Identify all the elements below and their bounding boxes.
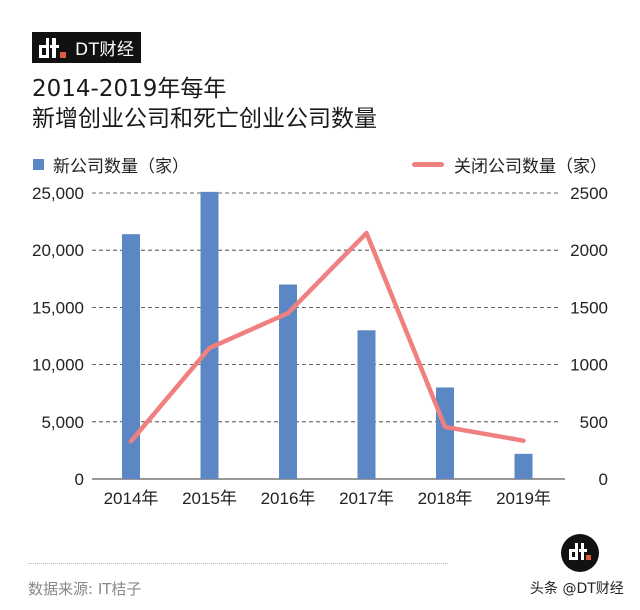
line-swatch-icon <box>412 162 444 167</box>
x-axis-tick: 2019年 <box>496 489 551 508</box>
right-axis-tick: 500 <box>580 413 608 432</box>
bar <box>436 387 454 479</box>
watermark: 头条 @DT财经 <box>530 581 624 597</box>
brand-name: DT财经 <box>75 40 135 60</box>
legend-line: 关闭公司数量（家） <box>412 152 607 177</box>
x-axis-tick: 2016年 <box>261 489 316 508</box>
bar <box>200 191 219 479</box>
left-axis-tick: 10,000 <box>32 356 84 375</box>
footer-divider <box>28 563 448 564</box>
bar <box>122 234 140 479</box>
combo-chart: 0 0 5,000 500 10,000 1000 15,000 1500 20,000 2000… <box>32 184 608 508</box>
data-source: 数据来源: IT桔子 <box>28 580 142 598</box>
x-axis-tick: 2015年 <box>182 489 237 508</box>
right-axis-tick: 0 <box>599 470 608 489</box>
brand-logo: DT财经 <box>32 32 141 63</box>
right-axis-tick: 2500 <box>570 184 608 203</box>
left-axis-tick: 5,000 <box>41 413 84 432</box>
legend-bars-label: 新公司数量（家） <box>53 157 189 177</box>
right-axis-tick: 1000 <box>570 356 608 375</box>
closed-companies-line <box>128 230 526 444</box>
legend-bars: 新公司数量（家） <box>33 152 189 177</box>
left-axis-tick: 0 <box>75 470 84 489</box>
chart-title: 2014-2019年每年 新增创业公司和死亡创业公司数量 <box>32 74 377 134</box>
left-axis-tick: 15,000 <box>32 298 84 317</box>
dt-logo-icon <box>39 37 66 58</box>
right-axis-tick: 2000 <box>570 241 608 260</box>
bar <box>279 284 297 479</box>
bar <box>357 330 376 479</box>
watermark-logo-icon <box>561 534 599 572</box>
title-line-1: 2014-2019年每年 <box>32 76 227 102</box>
left-axis-tick: 25,000 <box>32 184 84 203</box>
x-axis-tick: 2014年 <box>104 489 159 508</box>
bar-swatch-icon <box>33 159 44 170</box>
left-axis-tick: 20,000 <box>32 241 84 260</box>
x-axis-tick: 2018年 <box>418 489 473 508</box>
title-line-2: 新增创业公司和死亡创业公司数量 <box>32 106 377 132</box>
bar <box>514 453 533 479</box>
right-axis-tick: 1500 <box>570 298 608 317</box>
legend-line-label: 关闭公司数量（家） <box>454 157 607 177</box>
x-axis-tick: 2017年 <box>339 489 394 508</box>
